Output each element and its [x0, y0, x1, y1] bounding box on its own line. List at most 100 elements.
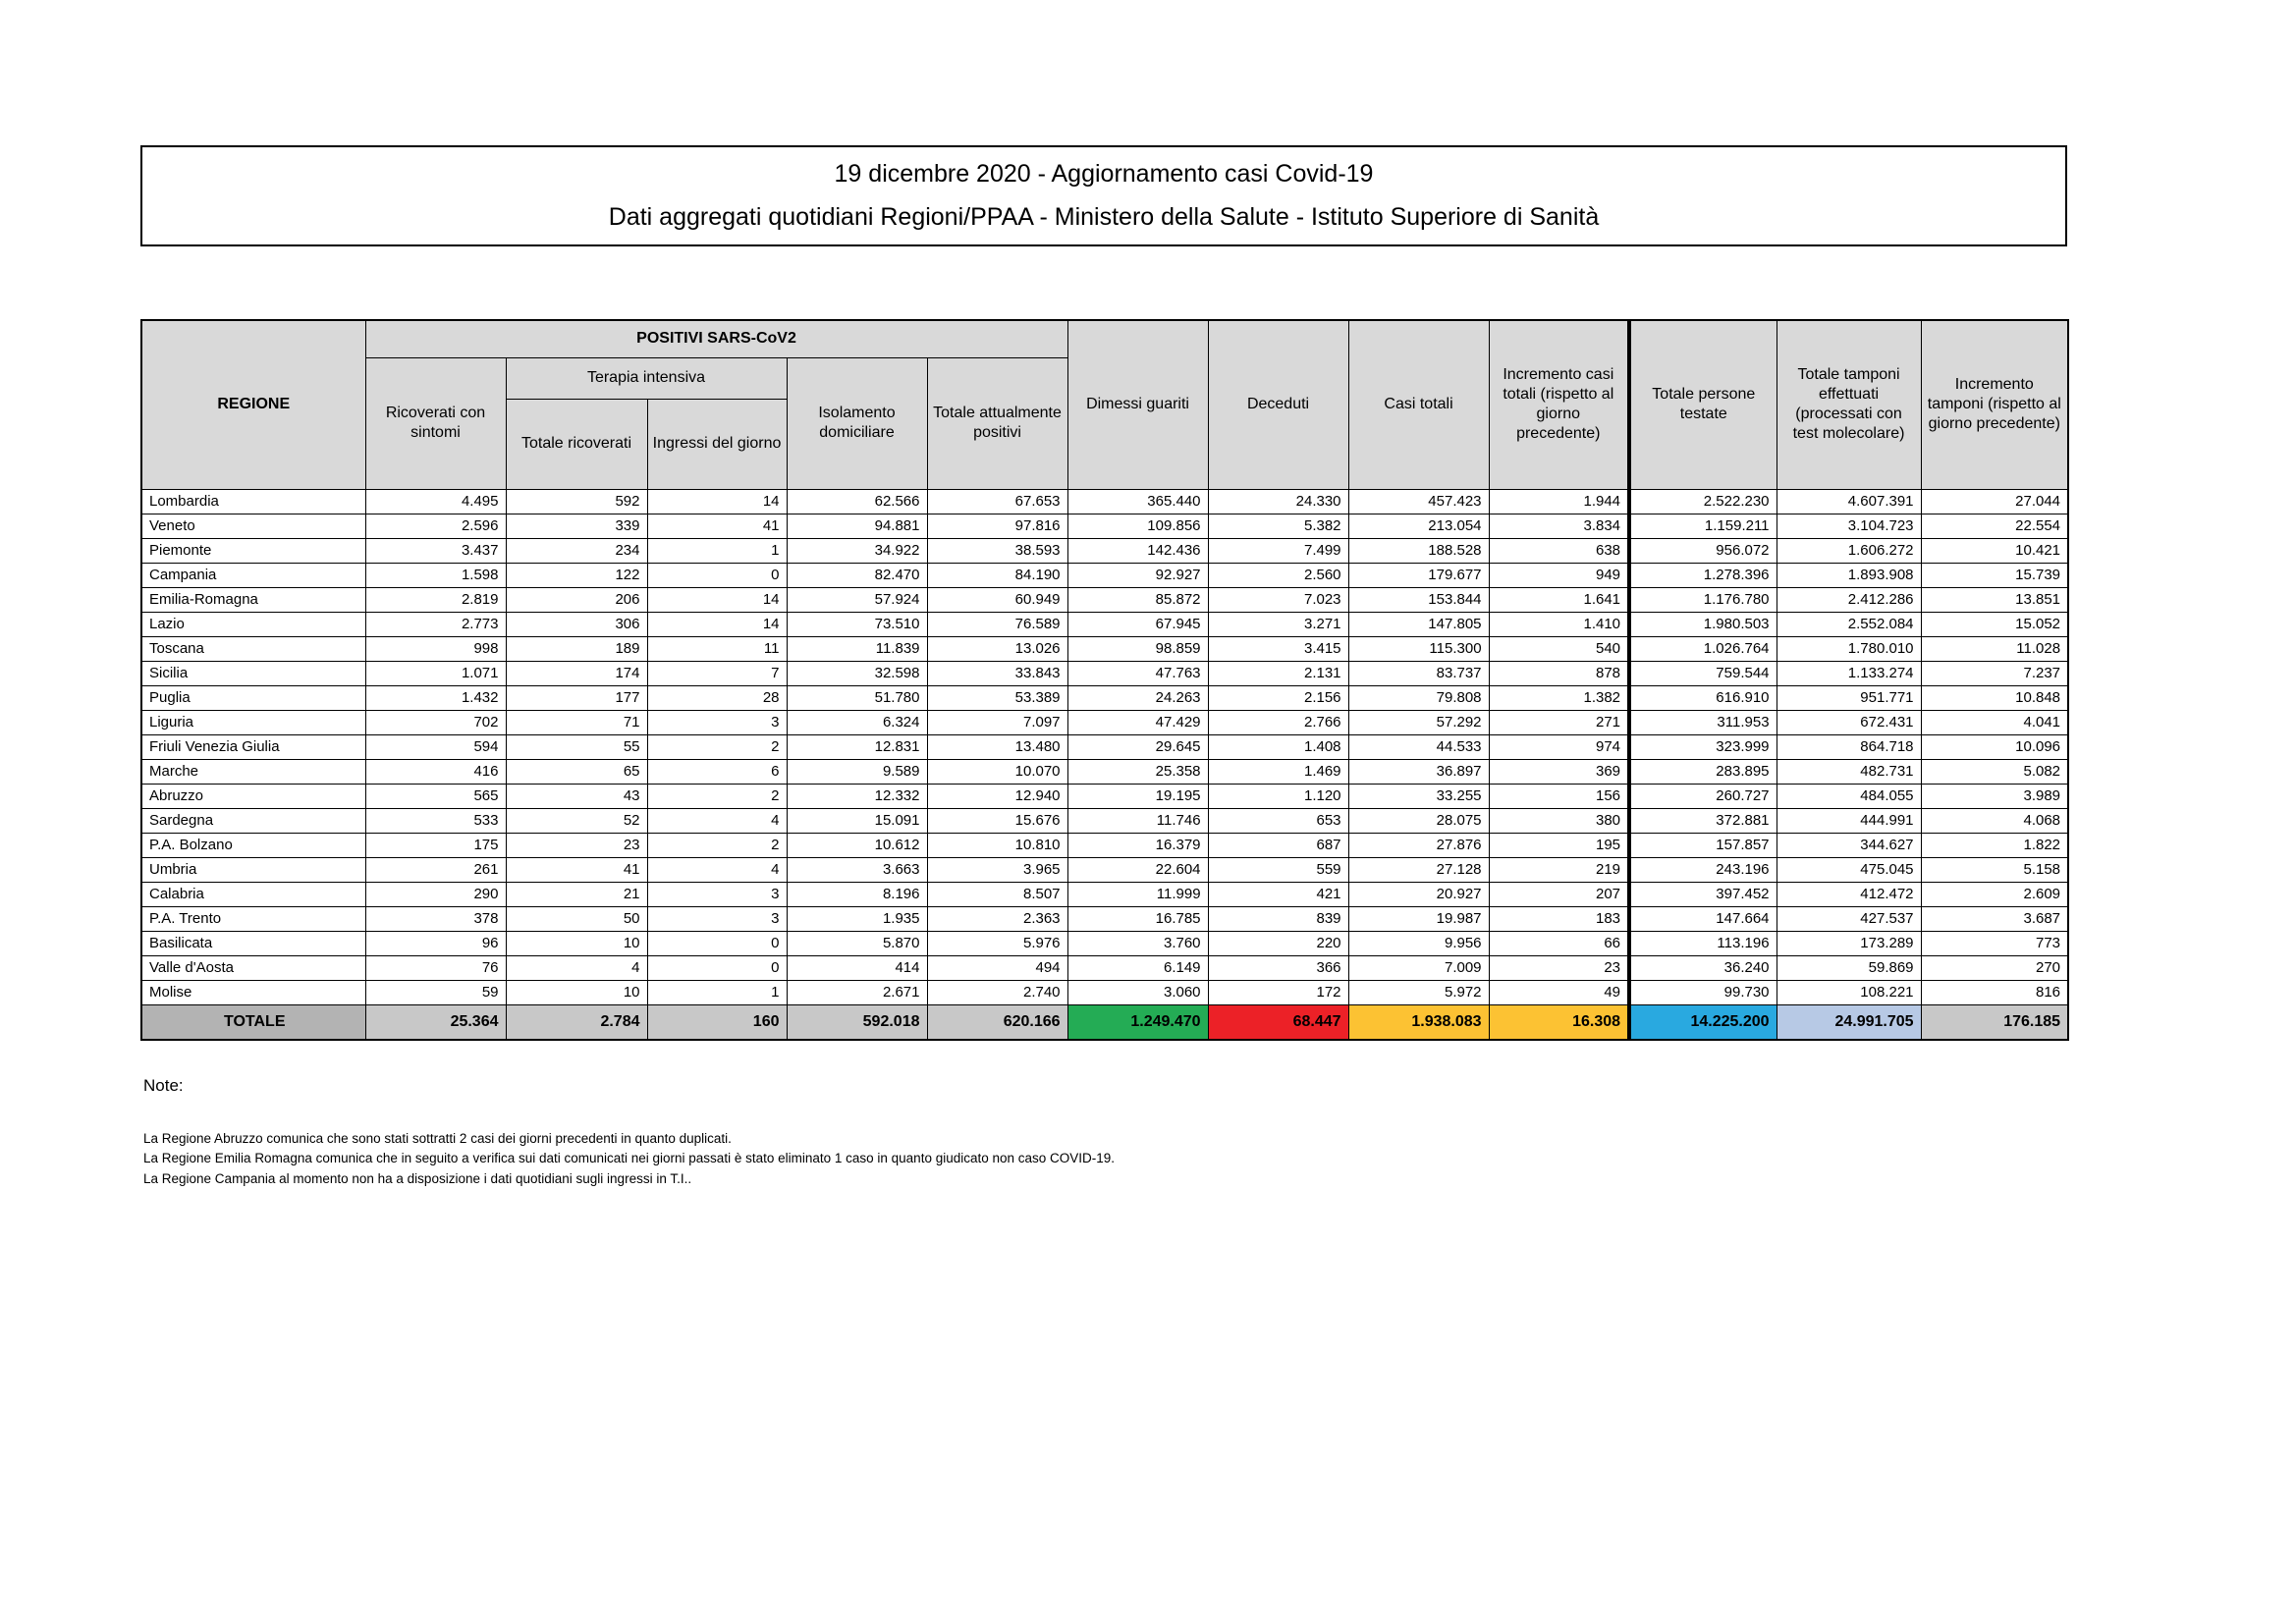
value-cell: 1.641: [1488, 586, 1630, 613]
value-cell: 344.627: [1776, 832, 1922, 858]
value-cell: 323.999: [1627, 733, 1777, 760]
value-cell: 52: [505, 807, 648, 834]
value-cell: 1.071: [364, 660, 507, 686]
value-cell: 3.989: [1920, 783, 2069, 809]
value-cell: 10.848: [1920, 684, 2069, 711]
value-cell: 14: [646, 611, 788, 637]
value-cell: 9.589: [786, 758, 928, 785]
value-cell: 55: [505, 733, 648, 760]
value-cell: 109.856: [1066, 513, 1209, 539]
value-cell: 5.082: [1920, 758, 2069, 785]
note-item: La Regione Campania al momento non ha a …: [143, 1170, 692, 1186]
value-cell: 672.431: [1776, 709, 1922, 735]
table-row: Emilia-Romagna 2.819 206 14 57.924 60.949 85.8…: [140, 586, 2069, 613]
value-cell: 1.278.396: [1627, 562, 1777, 588]
value-cell: 533: [364, 807, 507, 834]
value-cell: 94.881: [786, 513, 928, 539]
value-cell: 53.389: [926, 684, 1068, 711]
value-cell: 12.332: [786, 783, 928, 809]
value-cell: 5.972: [1347, 979, 1490, 1005]
value-cell: 84.190: [926, 562, 1068, 588]
header-totale-positivi: Totale attualmente positivi: [926, 356, 1068, 490]
report-title-line2: Dati aggregati quotidiani Regioni/PPAA -…: [608, 203, 1600, 231]
value-cell: 219: [1488, 856, 1630, 883]
value-cell: 484.055: [1776, 783, 1922, 809]
value-cell: 22.604: [1066, 856, 1209, 883]
value-cell: 10.070: [926, 758, 1068, 785]
value-cell: 2.819: [364, 586, 507, 613]
header-totale-ricoverati: Totale ricoverati: [505, 398, 648, 490]
table-row: Basilicata 96 10 0 5.870 5.976 3.760 220 9.956 66…: [140, 930, 2069, 956]
value-cell: 2: [646, 832, 788, 858]
value-cell: 85.872: [1066, 586, 1209, 613]
value-cell: 9.956: [1347, 930, 1490, 956]
value-cell: 878: [1488, 660, 1630, 686]
value-cell: 998: [364, 635, 507, 662]
value-cell: 195: [1488, 832, 1630, 858]
value-cell: 183: [1488, 905, 1630, 932]
value-cell: 96: [364, 930, 507, 956]
region-name-cell: Lombardia: [140, 488, 366, 514]
value-cell: 956.072: [1627, 537, 1777, 564]
value-cell: 32.598: [786, 660, 928, 686]
value-cell: 15.739: [1920, 562, 2069, 588]
region-name-cell: Basilicata: [140, 930, 366, 956]
value-cell: 76: [364, 954, 507, 981]
value-cell: 220: [1207, 930, 1349, 956]
value-cell: 27.128: [1347, 856, 1490, 883]
value-cell: 8.507: [926, 881, 1068, 907]
region-name-cell: Sicilia: [140, 660, 366, 686]
value-cell: 592: [505, 488, 648, 514]
total-value-cell: 620.166: [926, 1003, 1068, 1041]
region-name-cell: Lazio: [140, 611, 366, 637]
value-cell: 175: [364, 832, 507, 858]
value-cell: 864.718: [1776, 733, 1922, 760]
value-cell: 15.676: [926, 807, 1068, 834]
value-cell: 108.221: [1776, 979, 1922, 1005]
region-name-cell: Piemonte: [140, 537, 366, 564]
table-row: Friuli Venezia Giulia 594 55 2 12.831 13.480 2…: [140, 733, 2069, 760]
report-title-line1: 19 dicembre 2020 - Aggiornamento casi Co…: [834, 160, 1374, 188]
value-cell: 147.664: [1627, 905, 1777, 932]
header-positivi-group: POSITIVI SARS-CoV2: [364, 319, 1068, 358]
value-cell: 11: [646, 635, 788, 662]
region-name-cell: Friuli Venezia Giulia: [140, 733, 366, 760]
total-label-cell: TOTALE: [140, 1003, 366, 1041]
value-cell: 97.816: [926, 513, 1068, 539]
value-cell: 1.822: [1920, 832, 2069, 858]
value-cell: 540: [1488, 635, 1630, 662]
total-value-cell: 176.185: [1920, 1003, 2069, 1041]
notes-heading: Note:: [143, 1076, 184, 1095]
value-cell: 13.480: [926, 733, 1068, 760]
value-cell: 2: [646, 733, 788, 760]
value-cell: 949: [1488, 562, 1630, 588]
value-cell: 2.609: [1920, 881, 2069, 907]
value-cell: 1: [646, 979, 788, 1005]
table-row: Piemonte 3.437 234 1 34.922 38.593 142.436 7.49…: [140, 537, 2069, 564]
value-cell: 283.895: [1627, 758, 1777, 785]
value-cell: 4.068: [1920, 807, 2069, 834]
region-name-cell: Puglia: [140, 684, 366, 711]
value-cell: 1: [646, 537, 788, 564]
value-cell: 27.876: [1347, 832, 1490, 858]
value-cell: 1.408: [1207, 733, 1349, 760]
value-cell: 83.737: [1347, 660, 1490, 686]
value-cell: 189: [505, 635, 648, 662]
value-cell: 207: [1488, 881, 1630, 907]
value-cell: 22.554: [1920, 513, 2069, 539]
value-cell: 414: [786, 954, 928, 981]
value-cell: 21: [505, 881, 648, 907]
value-cell: 5.870: [786, 930, 928, 956]
table-row: Umbria 261 41 4 3.663 3.965 22.604 559 27.128 219…: [140, 856, 2069, 883]
value-cell: 6.149: [1066, 954, 1209, 981]
value-cell: 3.663: [786, 856, 928, 883]
value-cell: 12.940: [926, 783, 1068, 809]
value-cell: 82.470: [786, 562, 928, 588]
value-cell: 974: [1488, 733, 1630, 760]
value-cell: 5.976: [926, 930, 1068, 956]
value-cell: 173.289: [1776, 930, 1922, 956]
note-item: La Regione Emilia Romagna comunica che i…: [143, 1151, 1116, 1166]
table-row: Calabria 290 21 3 8.196 8.507 11.999 421 20.927 2…: [140, 881, 2069, 907]
value-cell: 23: [1488, 954, 1630, 981]
total-value-cell: 592.018: [786, 1003, 928, 1041]
